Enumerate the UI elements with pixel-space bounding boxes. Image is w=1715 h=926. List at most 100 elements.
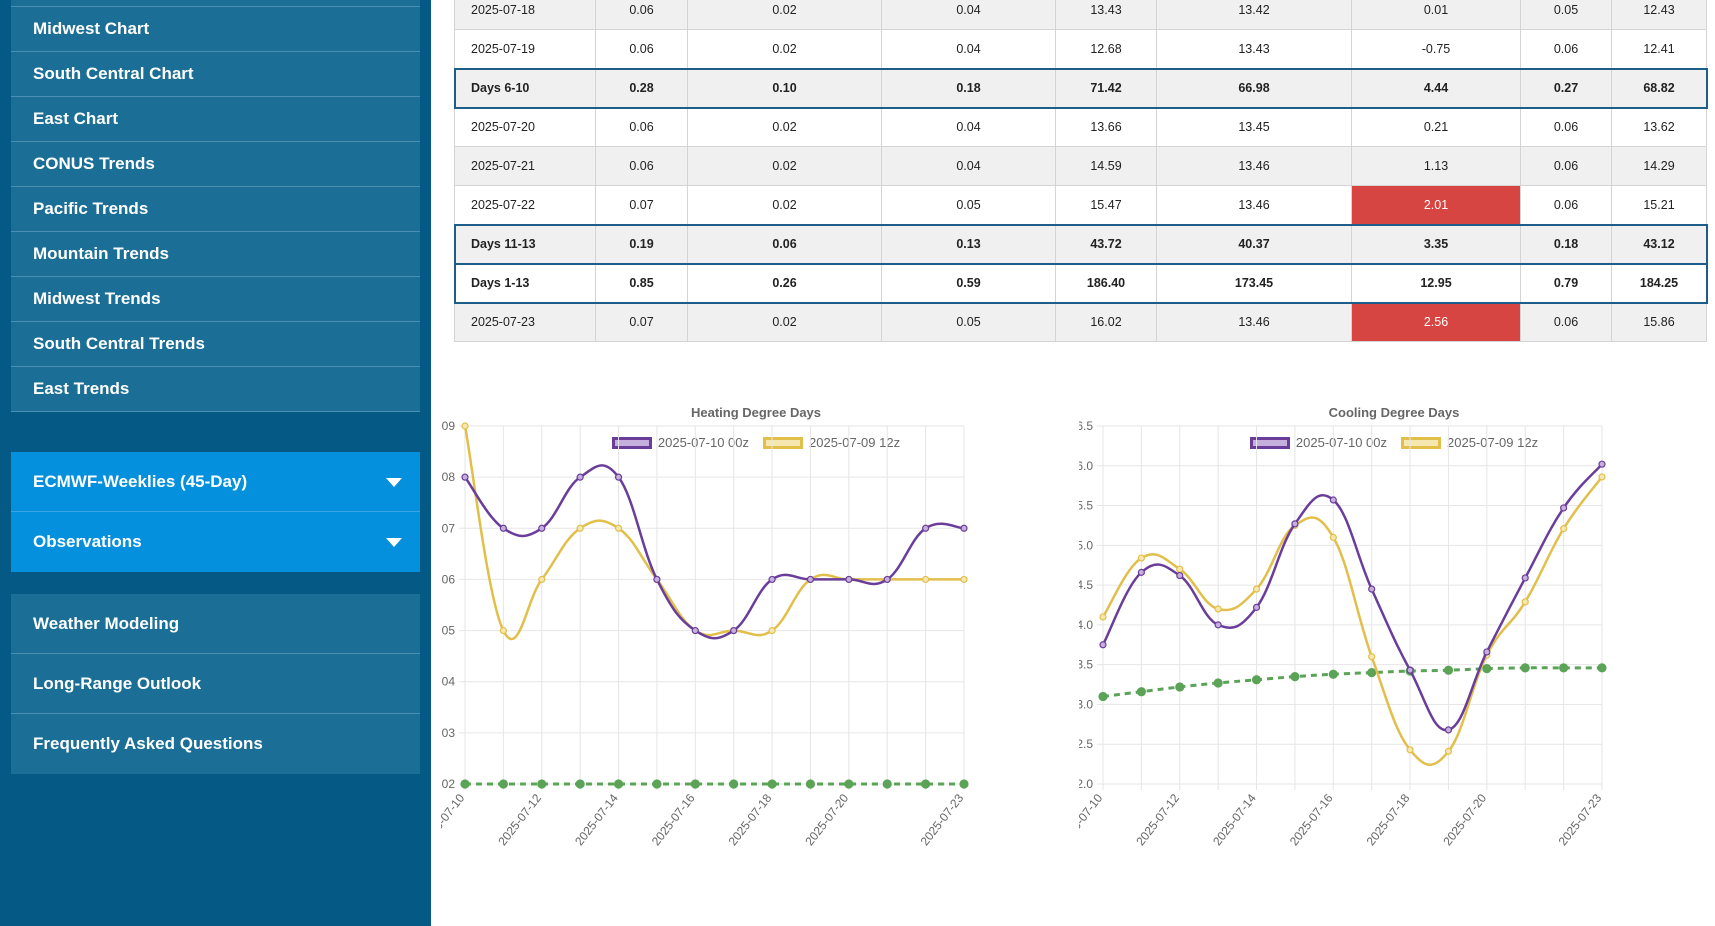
sidebar-item-east-trends[interactable]: East Trends [11,367,420,412]
x-tick-label: 2025-07-20 [802,791,851,848]
sidebar-link-faq[interactable]: Frequently Asked Questions [11,714,420,774]
y-tick-label: 13.5 [1079,658,1093,672]
series-b-point [1560,525,1568,533]
row-label-cell: Days 6-10 [454,68,596,108]
sidebar: Midwest Chart South Central Chart East C… [0,0,431,926]
row-label-cell: Days 11-13 [454,224,596,264]
x-tick-label: 2025-07-10 [1079,791,1106,848]
series-a-point [614,473,623,481]
y-tick-label: 0.03 [441,726,455,740]
sidebar-link-label: Long-Range Outlook [33,673,202,693]
table-cell: 0.05 [881,302,1056,342]
table-cell: 0.04 [881,0,1056,30]
table-cell: 0.02 [687,146,882,186]
table-row: 2025-07-21 0.06 0.02 0.04 14.59 13.46 1.13 0.06… [454,146,1707,186]
sidebar-group-observations[interactable]: Observations [11,512,420,572]
table-cell: 15.47 [1055,185,1157,225]
table-cell: 1.13 [1351,146,1521,186]
table-cell: 15.86 [1611,302,1707,342]
table-cell: 13.46 [1156,302,1352,342]
table-row: 2025-07-23 0.07 0.02 0.05 16.02 13.46 2.56 0.06… [454,302,1707,342]
cdd-chart: Cooling Degree Days 2025-07-10 00z 2025-… [1079,395,1709,926]
series-b-point [922,575,930,584]
normal-point [1328,669,1338,679]
series-b-point [576,524,584,532]
y-tick-label: 14.5 [1079,578,1093,592]
x-tick-label: 2025-07-18 [1364,791,1413,848]
x-tick-label: 2025-07-18 [726,791,775,848]
table-cell: 0.13 [881,224,1056,264]
sidebar-item-east-chart[interactable]: East Chart [11,97,420,142]
sidebar-link-label: Frequently Asked Questions [33,734,263,753]
table-cell: 13.62 [1611,107,1707,147]
table-cell: 0.02 [687,185,882,225]
legend-swatch [763,436,803,449]
caret-down-icon[interactable] [386,477,402,487]
y-tick-label: 16.0 [1079,459,1093,473]
sidebar-item-conus-trends[interactable]: CONUS Trends [11,142,420,187]
normal-point [729,779,739,789]
table-row: 2025-07-19 0.06 0.02 0.04 12.68 13.43 -0.75 0.0… [454,29,1707,69]
sidebar-item-mountain-trends[interactable]: Mountain Trends [11,232,420,277]
table-cell: 13.46 [1156,185,1352,225]
table-cell: 2.56 [1351,302,1521,342]
series-a-point [1329,496,1337,504]
legend-label: 2025-07-10 00z [1295,435,1387,450]
legend-item-series-b[interactable]: 2025-07-09 12z [1401,435,1538,450]
table-cell: 2.01 [1351,185,1521,225]
table-cell: 186.40 [1055,263,1157,303]
sidebar-link-long-range-outlook[interactable]: Long-Range Outlook [11,654,420,714]
series-a-point [1483,648,1491,656]
normal-point [1098,691,1108,702]
table-cell: 0.06 [595,107,688,147]
series-b-point [499,626,507,635]
table-cell: 0.04 [881,107,1056,147]
normal-point [1443,665,1454,675]
series-b-point [1137,554,1145,562]
series-a-point [883,575,891,584]
normal-point [844,779,854,789]
table-cell: -0.75 [1351,29,1521,69]
legend-item-series-a[interactable]: 2025-07-10 00z [1249,435,1387,450]
sidebar-item-top-partial[interactable] [11,0,420,7]
table-cell: 0.02 [687,107,882,147]
table-cell: 13.43 [1055,0,1157,30]
normal-point [690,779,700,789]
series-a-point [845,575,853,584]
y-tick-label: 12.5 [1079,737,1093,751]
table-cell: 173.45 [1156,263,1352,303]
table-cell: 0.26 [687,263,882,303]
table-cell: 14.59 [1055,146,1157,186]
sidebar-link-weather-modeling[interactable]: Weather Modeling [11,594,420,654]
series-a-point [1560,504,1568,512]
legend-label: 2025-07-10 00z [657,435,749,450]
sidebar-item-pacific-trends[interactable]: Pacific Trends [11,187,420,232]
sidebar-item-midwest-chart[interactable]: Midwest Chart [11,7,420,52]
legend-swatch [611,436,652,449]
normal-point [767,779,777,789]
chart-legend: 2025-07-10 00z 2025-07-09 12z [1079,435,1709,450]
series-a-point [691,626,699,635]
table-cell: 0.06 [595,146,688,186]
table-cell: 3.35 [1351,224,1521,264]
series-a-point [653,575,661,584]
sidebar-item-midwest-trends[interactable]: Midwest Trends [11,277,420,322]
sidebar-item-south-central-chart[interactable]: South Central Chart [11,52,420,97]
series-b-point [1444,747,1453,755]
sidebar-group-ecmwf-weeklies[interactable]: ECMWF-Weeklies (45-Day) [11,452,420,512]
hdd-chart: Heating Degree Days 2025-07-10 00z 2025-… [441,395,1071,926]
table-cell: 0.06 [595,29,688,69]
series-a-point [1137,568,1145,576]
caret-down-icon[interactable] [386,538,402,547]
y-tick-label: 0.07 [441,521,455,535]
sidebar-item-label: East Trends [33,379,130,398]
x-tick-label: 2025-07-12 [495,791,544,848]
legend-item-series-a[interactable]: 2025-07-10 00z [611,435,749,450]
legend-item-series-b[interactable]: 2025-07-09 12z [763,435,900,450]
series-b-point [1214,605,1222,613]
sidebar-item-south-central-trends[interactable]: South Central Trends [11,322,420,367]
y-tick-label: 0.09 [441,419,455,433]
table-cell: 0.06 [1520,302,1612,342]
table-cell: 0.19 [595,224,688,264]
table-cell: 40.37 [1156,224,1352,264]
